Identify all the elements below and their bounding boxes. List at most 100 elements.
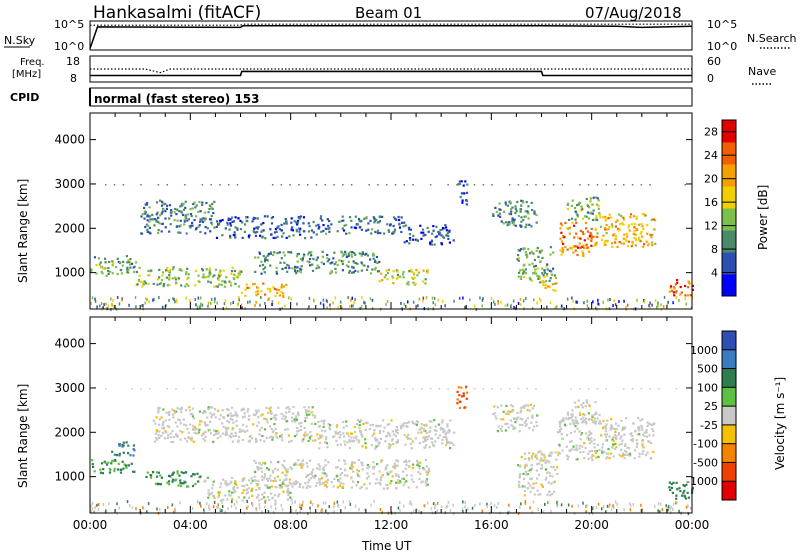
- power-cell: [333, 263, 336, 266]
- velocity-cell: [529, 490, 532, 493]
- power-cell: [370, 232, 373, 235]
- velocity-cell: [386, 471, 389, 474]
- velocity-cell: [164, 419, 167, 422]
- velocity-cell: [494, 415, 497, 418]
- power-cell: [407, 280, 410, 284]
- velocity-cell: [583, 456, 586, 460]
- power-cell: [375, 261, 378, 264]
- power-cell: [508, 223, 511, 226]
- velocity-cell: [221, 478, 225, 481]
- velocity-cell: [292, 405, 295, 409]
- power-cell: [538, 277, 541, 280]
- velocity-cell: [219, 499, 222, 502]
- velocity-cell: [526, 473, 529, 476]
- velocity-cell: [422, 440, 425, 443]
- velocity-cell: [172, 471, 175, 474]
- velocity-cell: [446, 423, 449, 426]
- velocity-cell: [374, 482, 377, 485]
- power-cell: [464, 180, 467, 183]
- velocity-cell: [176, 470, 179, 473]
- velocity-cell: [641, 433, 644, 436]
- power-cell: [422, 234, 425, 237]
- power-cell: [263, 260, 267, 263]
- power-speckle-cell: [201, 303, 204, 307]
- velocity-cell: [109, 469, 112, 472]
- velocity-cell: [162, 408, 165, 411]
- power-speckle-cell: [210, 301, 212, 305]
- power-cell: [310, 236, 313, 239]
- velocity-cell: [682, 484, 685, 487]
- velocity-speckle-cell: [659, 510, 661, 514]
- power-cell: [194, 206, 197, 209]
- velocity-region-1: [111, 441, 136, 457]
- power-cell: [231, 220, 234, 223]
- velocity-cell: [160, 416, 163, 419]
- velocity-dot-cell: [438, 388, 441, 390]
- velocity-cell: [402, 484, 405, 487]
- power-cell: [345, 232, 348, 235]
- power-speckle-cell: [90, 302, 92, 305]
- power-cell: [611, 242, 614, 245]
- power-cell: [575, 221, 578, 224]
- power-speckle-cell: [497, 301, 499, 305]
- power-cell: [570, 247, 573, 250]
- power-cell: [391, 275, 394, 278]
- velocity-cell: [683, 489, 686, 492]
- velocity-cell: [230, 480, 233, 483]
- power-speckle-cell: [158, 296, 160, 299]
- velocity-cell: [500, 404, 503, 407]
- power-cell: [641, 213, 645, 216]
- power-cell: [574, 218, 577, 221]
- velocity-cell: [190, 475, 193, 478]
- velocity-cell: [156, 475, 159, 478]
- power-cell: [294, 265, 297, 268]
- velocity-cell: [459, 406, 462, 410]
- power-cell: [133, 270, 136, 273]
- velocity-cell: [122, 441, 125, 444]
- velocity-cell: [241, 416, 245, 419]
- velocity-cell: [245, 492, 248, 495]
- velocity-cell: [124, 464, 128, 467]
- velocity-cell: [270, 417, 273, 420]
- velocity-cell: [389, 482, 392, 485]
- power-cell: [629, 213, 633, 216]
- velocity-cell: [305, 475, 308, 479]
- velocity-cell: [600, 434, 603, 437]
- power-cell: [341, 269, 344, 272]
- power-cell: [229, 222, 232, 225]
- velocity-cell: [298, 485, 301, 488]
- velocity-cell: [528, 451, 531, 455]
- velocity-cell: [227, 483, 230, 486]
- velocity-cell: [387, 447, 391, 450]
- power-cell: [208, 208, 211, 211]
- velocity-cell: [215, 432, 218, 435]
- power-region-6: [403, 224, 455, 246]
- power-cell: [586, 230, 590, 233]
- velocity-speckle-cell: [274, 507, 277, 510]
- velocity-cell: [517, 416, 520, 419]
- velocity-cell: [396, 439, 399, 442]
- velocity-cell: [533, 425, 536, 428]
- velocity-cell: [324, 459, 327, 462]
- velocity-cell: [302, 463, 305, 466]
- velocity-cell: [179, 484, 183, 488]
- velocity-cell: [526, 487, 529, 490]
- velocity-cell: [270, 435, 273, 438]
- power-speckle-cell: [197, 296, 200, 300]
- velocity-cell: [415, 423, 418, 426]
- velocity-cell: [615, 437, 618, 441]
- velocity-speckle-cell: [328, 505, 330, 509]
- power-speckle-cell: [434, 303, 437, 307]
- power-cell: [534, 268, 537, 271]
- power-speckle-cell: [353, 301, 355, 305]
- velocity-cell: [317, 420, 320, 424]
- velocity-cell: [669, 488, 672, 492]
- power-cell: [168, 276, 171, 279]
- velocity-cell: [638, 433, 641, 436]
- velocity-cell: [304, 409, 307, 412]
- velocity-cell: [324, 430, 327, 433]
- velocity-cell: [196, 472, 199, 475]
- velocity-cell: [405, 480, 408, 483]
- velocity-cell: [179, 479, 182, 482]
- power-cell: [174, 276, 177, 279]
